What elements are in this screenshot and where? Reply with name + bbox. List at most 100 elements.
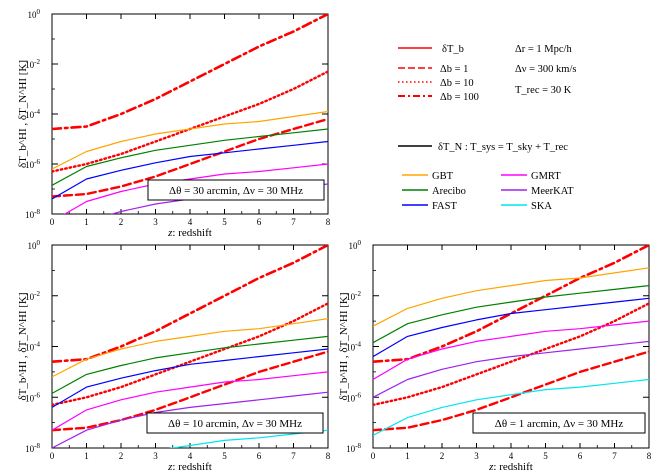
series--b-100 (52, 245, 328, 363)
legend-gbt-label: GBT (432, 171, 454, 182)
legend-noise-label: δT_N : T_sys = T_sky + T_rec (438, 142, 568, 153)
y-tick-label: 10-8 (25, 442, 40, 454)
y-tick-label: 100 (28, 8, 41, 20)
x-tick-label: 6 (257, 217, 262, 227)
series-meerkat (52, 391, 328, 448)
y-tick-label: 10-6 (25, 158, 40, 170)
x-tick-label: 0 (50, 451, 55, 461)
legend-signal-label: δT_b (442, 44, 464, 55)
series--b-100 (52, 14, 328, 131)
x-tick-label: 5 (543, 451, 548, 461)
series-group (52, 245, 328, 448)
series-ska (168, 429, 328, 448)
legend-telescopes: GBT GMRT Arecibo MeerKAT FAST SKA (402, 171, 574, 212)
legend-ska-label: SKA (531, 201, 552, 212)
legend-dash-label: Δb = 1 (440, 64, 468, 75)
x-tick-label: 6 (578, 451, 583, 461)
x-tick-label: 0 (371, 451, 376, 461)
series-fast (52, 348, 328, 408)
series-ska (373, 378, 649, 436)
x-tick-label: 4 (188, 217, 193, 227)
y-tick-label: 10-6 (346, 391, 361, 403)
x-tick-label: 3 (474, 451, 479, 461)
series-gmrt (52, 371, 328, 431)
series--b-10 (52, 302, 328, 407)
annotation-label: Δθ = 1 arcmin, Δν = 30 MHz (495, 418, 624, 430)
series--b-1 (373, 350, 649, 432)
annotation-box (147, 179, 325, 201)
series-group (373, 245, 649, 436)
series--b-1 (52, 350, 328, 432)
x-tick-label: 1 (405, 451, 410, 461)
x-tick-label: 8 (647, 451, 652, 461)
series-arecibo (373, 285, 649, 344)
y-axis-label: δT_b^HI , δT_N^HI [K] (338, 292, 350, 400)
x-tick-label: 5 (222, 217, 227, 227)
y-tick-label: 10-2 (25, 58, 40, 70)
y-axis-label: δT_b^HI , δT_N^HI [K] (17, 60, 29, 168)
series-arecibo (52, 335, 328, 394)
series-gmrt (373, 320, 649, 381)
x-tick-label: 5 (222, 451, 227, 461)
y-tick-label: 10-2 (346, 290, 361, 302)
x-tick-label: 8 (326, 451, 331, 461)
panel-top-left: 0 1 2 3 4 5 6 7 8 10-8 10-6 10-4 10-2 100 z: redshift δ… (17, 8, 331, 239)
series-gbt (52, 110, 328, 170)
x-tick-label: 2 (119, 451, 124, 461)
legend-meerkat-label: MeerKAT (531, 186, 574, 197)
legend-gmrt-label: GMRT (531, 171, 561, 182)
x-tick-label: 4 (188, 451, 193, 461)
x-tick-label: 4 (509, 451, 514, 461)
x-tick-label: 1 (84, 451, 89, 461)
y-tick-label: 10-4 (346, 341, 361, 353)
x-axis-label: z: redshift (488, 461, 533, 470)
series-meerkat (373, 340, 649, 398)
x-tick-label: 7 (291, 217, 296, 227)
y-tick-label: 10-4 (25, 341, 40, 353)
param-trec: T_rec = 30 K (515, 85, 572, 96)
series-fast (52, 140, 328, 200)
annotation-label: Δθ = 10 arcmin, Δν = 30 MHz (168, 418, 302, 430)
series-gmrt (63, 163, 328, 214)
x-tick-label: 3 (153, 217, 158, 227)
annotation-box (472, 412, 646, 434)
x-tick-label: 8 (326, 217, 331, 227)
y-tick-label: 100 (349, 239, 362, 251)
panel-bottom-right: 0 1 2 3 4 5 6 7 8 10-8 10-6 10-4 10-2 100 z: redshift δ… (338, 239, 652, 470)
legend-signal: δT_b Δb = 1 Δb = 10 Δb = 100 (398, 44, 479, 103)
legend-fast-label: FAST (432, 201, 457, 212)
y-tick-label: 10-4 (25, 108, 40, 120)
param-dr: Δr = 1 Mpc/h (515, 44, 572, 55)
y-tick-label: 10-6 (25, 391, 40, 403)
x-axis-label: z: redshift (167, 227, 212, 239)
x-tick-label: 3 (153, 451, 158, 461)
series--b-10 (373, 302, 649, 407)
legend-dashdot-label: Δb = 100 (440, 92, 479, 103)
x-tick-label: 2 (119, 217, 124, 227)
y-tick-label: 10-2 (25, 290, 40, 302)
legend-dot-label: Δb = 10 (440, 78, 474, 89)
x-tick-label: 0 (50, 217, 55, 227)
x-tick-label: 2 (440, 451, 445, 461)
series-arecibo (52, 128, 328, 186)
panel-bottom-left: 0 1 2 3 4 5 6 7 8 10-8 10-6 10-4 10-2 100 z: redshift δ… (17, 239, 331, 470)
x-tick-label: 1 (84, 217, 89, 227)
legend-params: Δr = 1 Mpc/h Δν = 300 km/s T_rec = 30 K (515, 44, 576, 96)
x-axis-label: z: redshift (167, 461, 212, 470)
legend-arecibo-label: Arecibo (432, 186, 466, 197)
annotation-box (146, 412, 324, 434)
x-tick-label: 6 (257, 451, 262, 461)
series-fast (373, 297, 649, 358)
param-dv: Δν = 300 km/s (515, 64, 576, 75)
x-tick-label: 7 (612, 451, 617, 461)
series-gbt (52, 318, 328, 378)
series--b-1 (52, 117, 328, 198)
legend-noise: δT_N : T_sys = T_sky + T_rec (398, 142, 568, 153)
x-tick-label: 7 (291, 451, 296, 461)
series-gbt (373, 267, 649, 327)
series--b-100 (373, 245, 649, 363)
annotation-label: Δθ = 30 arcmin, Δν = 30 MHz (169, 185, 303, 197)
y-tick-label: 10-8 (346, 442, 361, 454)
y-tick-label: 10-8 (25, 208, 40, 220)
